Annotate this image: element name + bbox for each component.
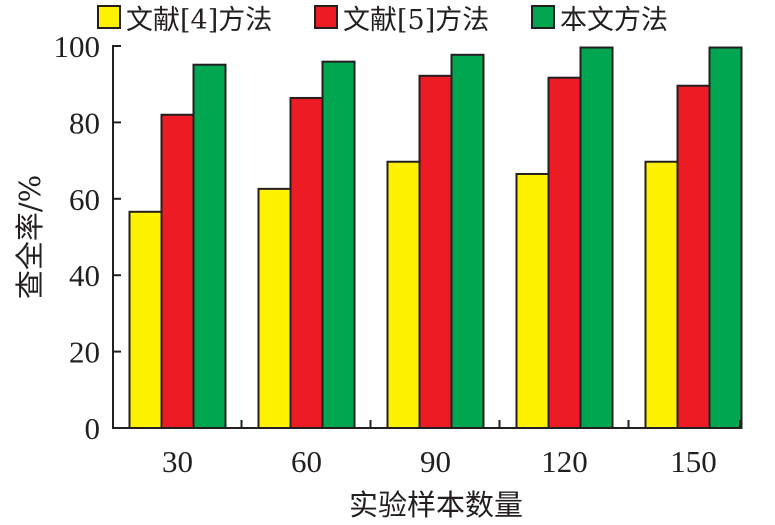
x-axis-label: 实验样本数量 [349, 488, 523, 522]
y-tick-label: 100 [54, 29, 101, 64]
y-tick-labels: 0 20 40 60 80 100 [54, 29, 101, 446]
y-axis-label: 查全率/% [13, 175, 47, 299]
bar-2-150 [708, 46, 743, 429]
bar-0-150 [644, 160, 679, 429]
legend-swatch-0 [97, 5, 121, 29]
y-tick-label: 80 [69, 105, 100, 140]
bar-2-120 [579, 46, 614, 429]
x-tick-label: 120 [541, 444, 588, 479]
bar-2-60 [321, 60, 356, 430]
bar-0-30 [128, 210, 163, 429]
bar-0-60 [257, 187, 292, 429]
bar-0-90 [386, 160, 421, 429]
y-tick-label: 0 [85, 411, 101, 446]
bar-0-120 [515, 172, 550, 429]
y-tick-label: 20 [69, 335, 100, 370]
bar-2-30 [192, 63, 227, 430]
bar-2-90 [450, 53, 485, 429]
y-tick-label: 40 [69, 258, 100, 293]
x-tick-labels: 30 60 90 120 150 [162, 444, 717, 479]
x-tick-label: 60 [291, 444, 322, 479]
bars [128, 46, 743, 430]
bar-1-120 [547, 76, 582, 430]
bar-1-30 [160, 113, 195, 429]
y-tick-label: 60 [69, 182, 100, 217]
legend-swatch-2 [531, 5, 555, 29]
legend-label-2: 本文方法 [560, 5, 668, 36]
axes [112, 45, 741, 429]
bar-1-60 [289, 96, 324, 430]
legend-label-1: 文献[5]方法 [343, 5, 489, 36]
bar-1-150 [676, 84, 711, 429]
legend-label-0: 文献[4]方法 [126, 5, 272, 36]
bar-1-90 [418, 74, 453, 430]
x-tick-label: 90 [420, 444, 451, 479]
legend-swatch-1 [314, 5, 338, 29]
x-tick-label: 30 [162, 444, 193, 479]
legend: 文献[4]方法 文献[5]方法 本文方法 [97, 5, 668, 36]
x-tick-label: 150 [670, 444, 717, 479]
